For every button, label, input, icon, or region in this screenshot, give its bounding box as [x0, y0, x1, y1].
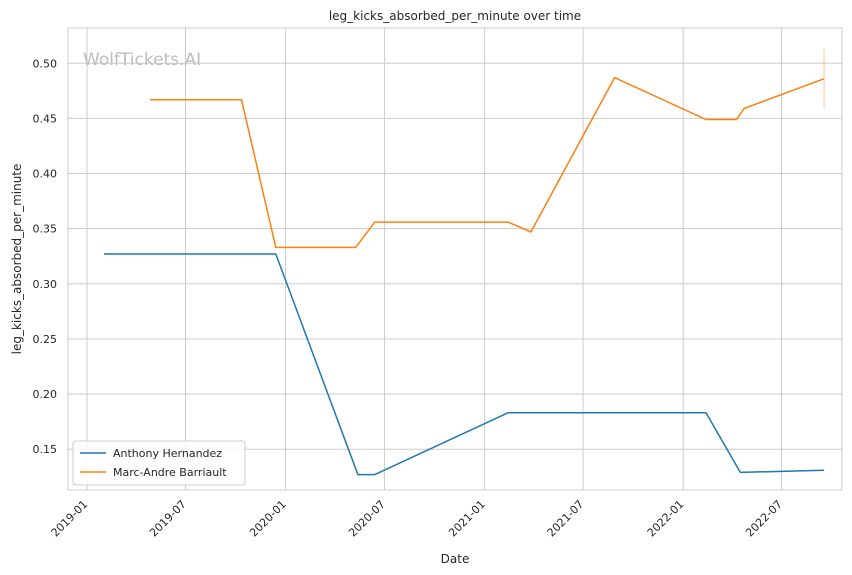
x-tick-label: 2020-07: [346, 498, 388, 540]
x-tick-label: 2020-01: [247, 498, 289, 540]
legend: Anthony Hernandez Marc-Andre Barriault: [72, 440, 246, 486]
y-tick-label: 0.20: [33, 388, 58, 401]
series-layer: [103, 48, 825, 476]
legend-box: [72, 440, 246, 486]
watermark: WolfTickets.AI: [83, 50, 201, 70]
legend-label-marc-andre-barriault: Marc-Andre Barriault: [113, 466, 227, 479]
x-tick-label: 2021-07: [545, 498, 587, 540]
y-tick-label: 0.25: [33, 333, 58, 346]
grid-lines: [68, 28, 842, 490]
y-tick-label: 0.40: [33, 168, 58, 181]
y-tick-label: 0.45: [33, 112, 58, 125]
y-axis-title: leg_kicks_absorbed_per_minute: [10, 164, 24, 355]
series-line-anthony-hernandez: [103, 253, 825, 476]
x-tick-label: 2022-01: [645, 498, 687, 540]
x-axis-title: Date: [441, 552, 470, 566]
x-tick-label: 2021-01: [446, 498, 488, 540]
x-tick-label: 2022-07: [743, 498, 785, 540]
y-tick-label: 0.30: [33, 278, 58, 291]
y-tick-label: 0.35: [33, 223, 58, 236]
legend-label-anthony-hernandez: Anthony Hernandez: [113, 447, 222, 460]
y-tick-label: 0.15: [33, 443, 58, 456]
plot-area: [67, 27, 843, 491]
chart-title: leg_kicks_absorbed_per_minute over time: [329, 9, 581, 23]
x-tick-label: 2019-07: [147, 498, 189, 540]
series-line-marc-andre-barriault: [150, 76, 825, 249]
y-tick-label: 0.50: [33, 57, 58, 70]
x-tick-label: 2019-01: [49, 498, 91, 540]
